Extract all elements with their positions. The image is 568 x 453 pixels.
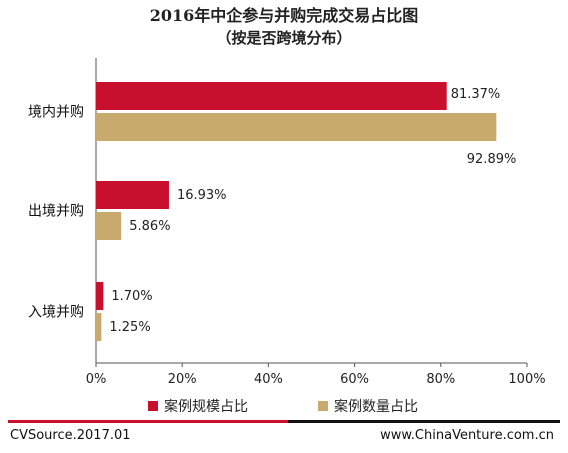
legend-swatch-scale xyxy=(148,401,158,411)
legend-label-count: 案例数量占比 xyxy=(334,399,418,415)
legend-item-count: 案例数量占比 xyxy=(318,396,418,416)
category-label: 出境并购 xyxy=(28,204,84,220)
legend-item-scale: 案例规模占比 xyxy=(148,396,248,416)
data-label: 1.70% xyxy=(111,289,152,304)
data-label: 92.89% xyxy=(467,152,517,167)
bar-count xyxy=(96,212,122,240)
legend-label-scale: 案例规模占比 xyxy=(164,399,248,415)
footer-source: CVSource.2017.01 xyxy=(10,428,131,443)
footer-divider-red xyxy=(8,420,288,423)
bar-scale xyxy=(96,82,447,110)
footer-site: www.ChinaVenture.com.cn xyxy=(380,428,554,443)
category-label: 入境并购 xyxy=(28,305,84,321)
x-tick-label: 60% xyxy=(340,372,369,387)
chart-subtitle: （按是否跨境分布） xyxy=(216,29,352,47)
data-label: 1.25% xyxy=(109,320,150,335)
x-tick-label: 40% xyxy=(254,372,283,387)
x-tick-label: 0% xyxy=(86,372,107,387)
data-label: 16.93% xyxy=(177,188,227,203)
x-tick-label: 80% xyxy=(426,372,455,387)
x-tick-label: 100% xyxy=(508,372,545,387)
bar-count xyxy=(96,113,497,141)
bar-scale xyxy=(96,181,169,209)
bar-count xyxy=(96,313,102,341)
data-label: 5.86% xyxy=(129,219,170,234)
x-tick-label: 20% xyxy=(168,372,197,387)
bar-scale xyxy=(96,282,104,310)
category-label: 境内并购 xyxy=(28,105,84,121)
legend-swatch-count xyxy=(318,401,328,411)
chart-title: 2016年中企参与并购完成交易占比图 xyxy=(149,6,419,25)
data-label: 81.37% xyxy=(451,87,501,102)
footer-divider-black xyxy=(288,420,560,423)
